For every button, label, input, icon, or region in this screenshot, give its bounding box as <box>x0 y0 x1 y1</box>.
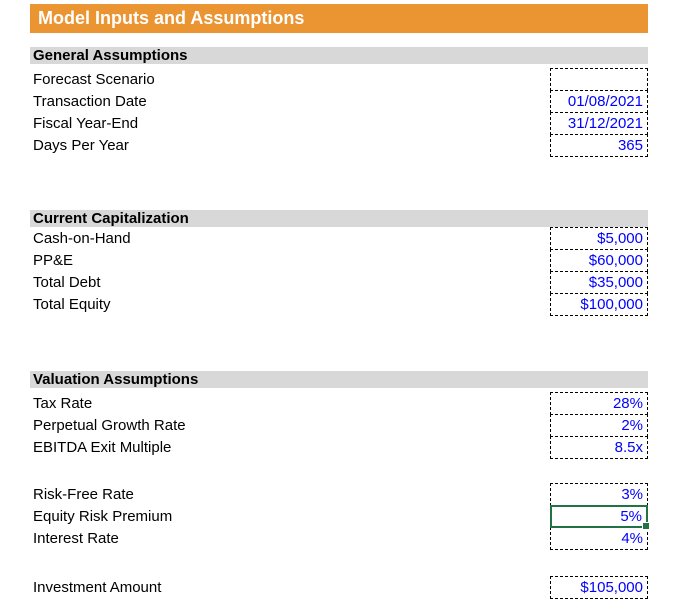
cell-total-equity[interactable]: $100,000 <box>550 293 648 316</box>
cell-group: Forecast Scenario Transaction Date 01/08/2… <box>30 68 648 157</box>
assumption-row-total-equity: Total Equity $100,000 <box>30 293 648 316</box>
assumption-row-pp-e: PP&E $60,000 <box>30 249 648 272</box>
assumption-row-forecast-scenario: Forecast Scenario <box>30 68 648 91</box>
cell-ebitda-exit-multiple[interactable]: 8.5x <box>550 436 648 459</box>
cell-risk-free-rate[interactable]: 3% <box>550 483 648 506</box>
cell-pp-e[interactable]: $60,000 <box>550 249 648 272</box>
cell-group: Tax Rate 28% Perpetual Growth Rate 2% EBITDA… <box>30 392 648 459</box>
row-label: PP&E <box>33 252 74 269</box>
cell-group: Cash-on-Hand $5,000 PP&E $60,000 Total Debt $… <box>30 227 648 316</box>
assumption-row-risk-free-rate: Risk-Free Rate 3% <box>30 483 648 506</box>
cell-total-debt[interactable]: $35,000 <box>550 271 648 294</box>
row-label: Tax Rate <box>33 395 93 412</box>
row-label: Total Equity <box>33 296 111 313</box>
assumption-row-tax-rate: Tax Rate 28% <box>30 392 648 415</box>
assumption-row-investment-amount: Investment Amount $105,000 <box>30 576 648 599</box>
cell-investment-amount[interactable]: $105,000 <box>550 576 648 599</box>
row-label: Cash-on-Hand <box>33 230 131 247</box>
cell-interest-rate[interactable]: 4% <box>550 527 648 550</box>
cell-group: Investment Amount $105,000 <box>30 576 648 599</box>
cell-group: Risk-Free Rate 3% Equity Risk Premium 5% Int… <box>30 483 650 550</box>
row-label: Fiscal Year-End <box>33 115 139 132</box>
row-label: Equity Risk Premium <box>33 508 173 525</box>
assumption-row-equity-risk-premium: Equity Risk Premium 5% <box>30 505 650 530</box>
cell-forecast-scenario[interactable] <box>550 68 648 91</box>
section-header-general-assumptions: General Assumptions <box>30 47 648 64</box>
page-title-banner: Model Inputs and Assumptions <box>30 4 648 33</box>
row-label: Investment Amount <box>33 579 162 596</box>
row-label: Perpetual Growth Rate <box>33 417 186 434</box>
selected-cell-equity-risk-premium[interactable]: 5% <box>550 505 650 530</box>
row-label: Forecast Scenario <box>33 71 155 88</box>
row-label: Interest Rate <box>33 530 119 547</box>
assumption-row-fiscal-year-end: Fiscal Year-End 31/12/2021 <box>30 112 648 135</box>
assumption-row-interest-rate: Interest Rate 4% <box>30 527 648 550</box>
row-label: EBITDA Exit Multiple <box>33 439 172 456</box>
row-label: Total Debt <box>33 274 101 291</box>
section-header-valuation-assumptions: Valuation Assumptions <box>30 371 648 388</box>
cell-perpetual-growth-rate[interactable]: 2% <box>550 414 648 437</box>
cell-tax-rate[interactable]: 28% <box>550 392 648 415</box>
assumption-row-transaction-date: Transaction Date 01/08/2021 <box>30 90 648 113</box>
assumption-row-cash-on-hand: Cash-on-Hand $5,000 <box>30 227 648 250</box>
section-header-current-capitalization: Current Capitalization <box>30 210 648 227</box>
assumption-row-ebitda-exit-multiple: EBITDA Exit Multiple 8.5x <box>30 436 648 459</box>
cell-fiscal-year-end[interactable]: 31/12/2021 <box>550 112 648 135</box>
page-title: Model Inputs and Assumptions <box>38 8 305 28</box>
cell-cash-on-hand[interactable]: $5,000 <box>550 227 648 250</box>
row-label: Transaction Date <box>33 93 147 110</box>
row-label: Risk-Free Rate <box>33 486 134 503</box>
assumption-row-perpetual-growth-rate: Perpetual Growth Rate 2% <box>30 414 648 437</box>
cell-transaction-date[interactable]: 01/08/2021 <box>550 90 648 113</box>
assumption-row-days-per-year: Days Per Year 365 <box>30 134 648 157</box>
cell-days-per-year[interactable]: 365 <box>550 134 648 157</box>
row-label: Days Per Year <box>33 137 129 154</box>
fill-handle[interactable] <box>642 522 650 530</box>
assumption-row-total-debt: Total Debt $35,000 <box>30 271 648 294</box>
